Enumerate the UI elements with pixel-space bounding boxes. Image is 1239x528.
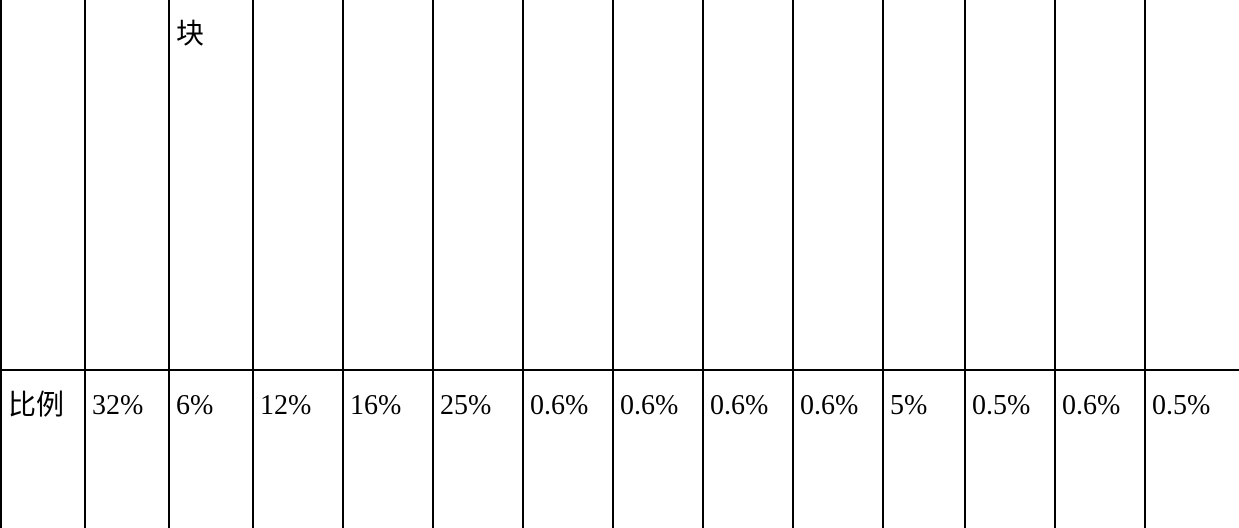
cell [613, 0, 703, 370]
table-row: 比例 32% 6% 12% 16% 25% 0.6% 0.6% 0.6% 0.6… [1, 370, 1239, 528]
cell [793, 0, 883, 370]
table-row: 块 [1, 0, 1239, 370]
cell [1, 0, 85, 370]
cell: 0.6% [793, 370, 883, 528]
table-container: 块 比例 32% 6% 12% 16% 25% 0.6% 0.6% 0.6% 0… [0, 0, 1239, 528]
cell: 5% [883, 370, 965, 528]
cell [1055, 0, 1145, 370]
cell: 16% [343, 370, 433, 528]
cell: 12% [253, 370, 343, 528]
row-label: 比例 [1, 370, 85, 528]
cell: 0.6% [613, 370, 703, 528]
cell: 块 [169, 0, 253, 370]
data-table: 块 比例 32% 6% 12% 16% 25% 0.6% 0.6% 0.6% 0… [0, 0, 1239, 528]
cell: 25% [433, 370, 523, 528]
cell: 0.5% [1145, 370, 1239, 528]
cell [433, 0, 523, 370]
cell [523, 0, 613, 370]
cell: 0.5% [965, 370, 1055, 528]
cell [343, 0, 433, 370]
cell: 0.6% [523, 370, 613, 528]
cell: 0.6% [1055, 370, 1145, 528]
cell [1145, 0, 1239, 370]
cell: 6% [169, 370, 253, 528]
cell [85, 0, 169, 370]
cell [703, 0, 793, 370]
cell [883, 0, 965, 370]
cell: 32% [85, 370, 169, 528]
cell [253, 0, 343, 370]
cell [965, 0, 1055, 370]
cell: 0.6% [703, 370, 793, 528]
